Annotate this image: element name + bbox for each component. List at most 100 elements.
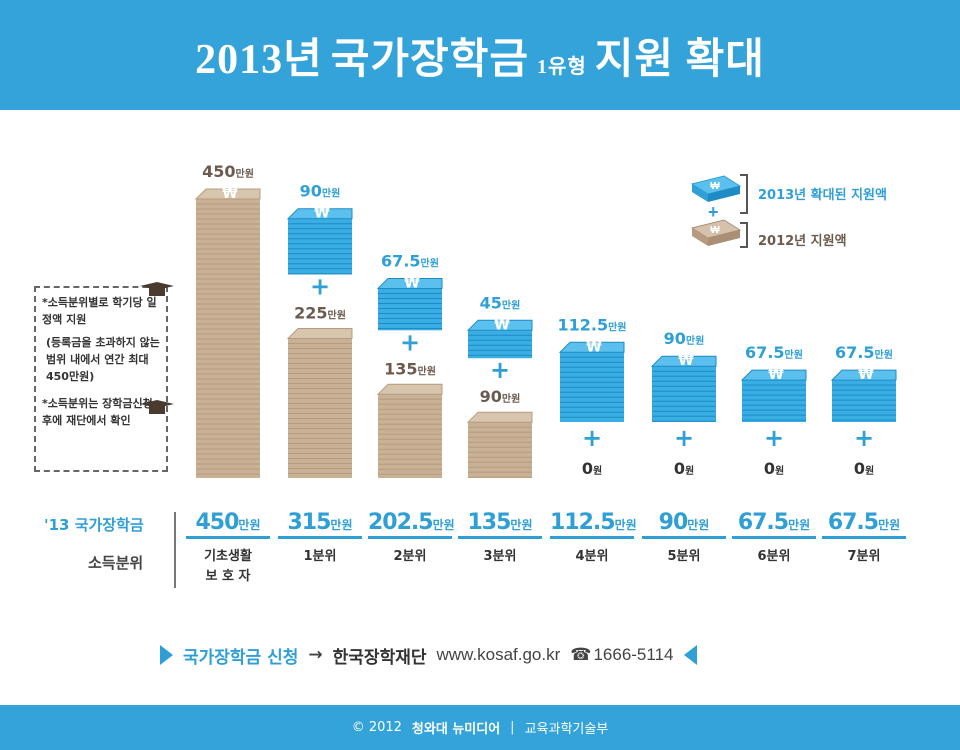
credit-ministry: 교육과학기술부 (524, 722, 609, 737)
table-divider (174, 512, 176, 588)
quintile-label: 4분위 (575, 549, 609, 564)
total-value: 135만원 (458, 510, 542, 535)
legend-new-label: 2013년 확대된 지원액 (758, 188, 887, 203)
plus-sign: + (400, 328, 420, 356)
won-icon: ₩ (858, 367, 874, 383)
quintile-label: 7분위 (847, 549, 881, 564)
bar-label-old: 0원 (674, 459, 694, 478)
bar-label-old: 225만원 (294, 304, 346, 323)
row-label-total: '13 국가장학금 (44, 516, 144, 534)
total-cell: 67.5만원 7분위 (822, 510, 906, 567)
notes-box: *소득분위별로 학기당 일정액 지원 (등록금을 초과하지 않는 범위 내에서 … (34, 286, 168, 472)
won-icon: ₩ (494, 317, 510, 333)
legend-brown-stack-icon: ₩ (690, 219, 742, 246)
apply-banner: 국가장학금 신청 → 한국장학재단 www.kosaf.go.kr ☎ 1666… (160, 640, 800, 670)
total-value: 315만원 (278, 510, 362, 535)
phone-number: 1666-5114 (593, 645, 674, 664)
total-number: 135 (467, 510, 511, 535)
bar-old (376, 383, 443, 478)
apply-text: 국가장학금 신청 (183, 647, 299, 668)
note-2: (등록금을 초과하지 않는 범위 내에서 연간 최대 450만원) (46, 336, 160, 383)
bar-label-total: 450만원 (202, 162, 254, 181)
bar-new: ₩ (466, 317, 533, 359)
bar-label-old: 0원 (854, 459, 874, 478)
bar-new-top (376, 277, 443, 289)
total-value: 112.5만원 (550, 510, 637, 535)
bar-new-face (652, 366, 716, 422)
note-3: *소득분위는 장학금신청 후에 재단에서 확인 (42, 397, 153, 427)
bar-label-new: 67.5만원 (745, 343, 803, 362)
bar-label-old: 0원 (582, 459, 602, 478)
bar-label-new: 90만원 (664, 329, 705, 348)
won-icon: ₩ (404, 275, 420, 291)
total-cell: 202.5만원 2분위 (368, 510, 455, 567)
bar-label-new: 90만원 (300, 182, 341, 201)
plus-sign: + (854, 424, 874, 452)
bar-old-top (286, 328, 353, 339)
bar-old (466, 411, 533, 478)
total-unit: 만원 (330, 518, 353, 532)
total-number: 67.5 (737, 510, 789, 535)
bar-new-face (468, 330, 532, 359)
stacked-money-chart: ₩450만원 225만원 + ₩90만원 135만원 + ₩67.5만원 90만원 + ₩45만원… (194, 162, 897, 478)
bar-label-new: 45만원 (480, 293, 521, 312)
total-number: 202.5 (368, 510, 434, 535)
bar-old-top (466, 411, 533, 423)
bar-new-top (650, 355, 717, 367)
plus-sign: + (582, 424, 602, 452)
plus-sign: + (310, 273, 330, 301)
website-link[interactable]: www.kosaf.go.kr (436, 645, 561, 664)
title-end: 지원 확대 (594, 36, 765, 83)
legend: ₩ + ₩ 2013년 확대된 지원액 2012년 지원액 (680, 172, 920, 252)
total-number: 450 (195, 510, 239, 535)
title-type: 1유형 (536, 55, 587, 78)
quintile-label: 1분위 (303, 549, 337, 564)
triangle-right-icon (160, 645, 173, 665)
total-underline (732, 536, 816, 539)
total-underline (550, 536, 634, 539)
row-label-quintile: 소득분위 (88, 554, 144, 572)
quintile-label: 3분위 (483, 549, 517, 564)
bar-new-top (830, 369, 897, 381)
total-number: 315 (287, 510, 331, 535)
svg-text:₩: ₩ (710, 181, 720, 192)
header-banner: 2013년 국가장학금 1유형 지원 확대 (0, 0, 960, 110)
plus-sign: + (764, 424, 784, 452)
quintile-label: 2분위 (393, 549, 427, 564)
total-underline (186, 536, 270, 539)
svg-text:₩: ₩ (710, 225, 720, 236)
total-unit: 만원 (614, 518, 637, 532)
bar-new-top (286, 208, 353, 220)
quintile-label: 기초생활 보 호 자 (204, 549, 252, 584)
bar-new-top (558, 341, 625, 353)
bar-new: ₩ (286, 206, 353, 275)
arrow-icon: → (308, 645, 323, 665)
title-year: 2013년 (195, 36, 323, 83)
copyright: © 2012 (351, 720, 402, 735)
total-value: 450만원 (186, 510, 270, 535)
note-1: *소득분위별로 학기당 일정액 지원 (42, 296, 157, 326)
bar-label-new: 112.5만원 (557, 315, 626, 334)
bar-new: ₩ (376, 275, 443, 331)
bar-old-top (376, 383, 443, 395)
legend-bracket-old (740, 222, 748, 248)
total-cell: 67.5만원 6분위 (732, 510, 816, 567)
credit-bar: © 2012 청와대 뉴미디어 | 교육과학기술부 (0, 705, 960, 750)
graduation-cap-icon (140, 396, 174, 416)
bar-new-face (742, 380, 806, 422)
total-value: 67.5만원 (822, 510, 906, 535)
won-icon: ₩ (678, 353, 694, 369)
credit-separator: | (510, 720, 515, 735)
bar-label-old: 0원 (764, 459, 784, 478)
triangle-left-icon (683, 645, 697, 665)
total-number: 90 (658, 510, 689, 535)
won-icon: ₩ (586, 339, 602, 355)
total-value: 202.5만원 (368, 510, 455, 535)
total-cell: 112.5만원 4분위 (550, 510, 637, 567)
bar-new: ₩ (830, 367, 897, 422)
title-main: 국가장학금 (330, 36, 529, 83)
bar-new-face (832, 380, 896, 422)
total-value: 67.5만원 (732, 510, 816, 535)
bar-old-face (468, 422, 532, 478)
total-underline (368, 536, 452, 539)
